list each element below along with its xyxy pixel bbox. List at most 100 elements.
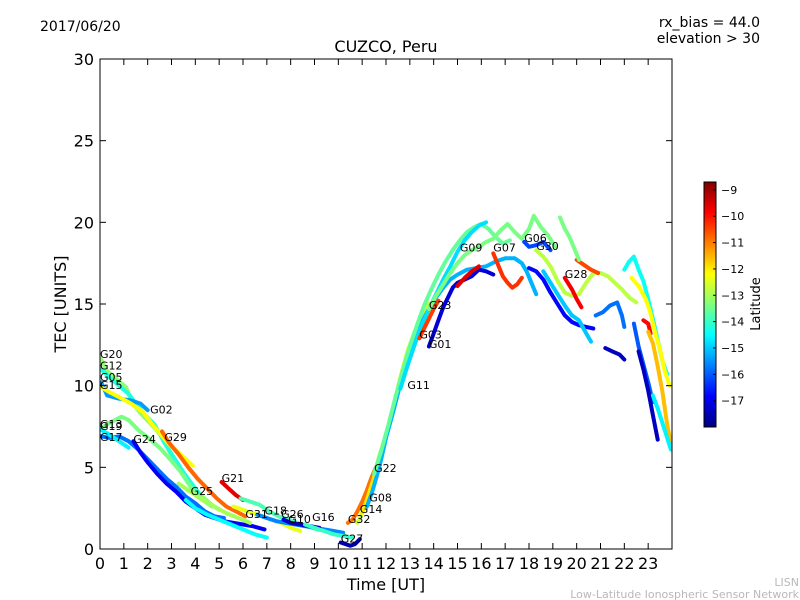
colorbar-ticks: −9 −10 −11 −12 −13 −14 −15 −16 −17 xyxy=(713,184,744,408)
satellite-label: G19 xyxy=(100,420,123,433)
satellite-label: G08 xyxy=(369,492,392,505)
satellite-label: G09 xyxy=(460,242,483,255)
x-tick-label: 11 xyxy=(352,554,372,573)
colorbar-tick-label: −15 xyxy=(721,342,744,355)
satellite-label: G11 xyxy=(407,379,430,392)
x-tick-label: 10 xyxy=(328,554,348,573)
x-tick-label: 12 xyxy=(376,554,396,573)
x-tick-label: 13 xyxy=(400,554,420,573)
satellite-track-26 xyxy=(426,213,558,311)
colorbar-tick-label: −16 xyxy=(721,368,744,381)
satellite-label: G29 xyxy=(164,431,187,444)
x-axis-label: Time [UT] xyxy=(346,575,425,594)
x-tick-label: 2 xyxy=(143,554,153,573)
footer-lisn: LISN xyxy=(774,576,799,589)
satellite-track-32 xyxy=(541,269,593,344)
x-tick-label: 1 xyxy=(119,554,129,573)
y-tick-label: 5 xyxy=(84,458,94,477)
satellite-label: G02 xyxy=(150,403,173,416)
satellite-label: G21 xyxy=(222,472,245,485)
y-axis: 0 5 10 15 20 25 30 xyxy=(74,50,672,559)
satellite-track-25 xyxy=(426,267,496,349)
satellite-label: G05 xyxy=(100,371,123,384)
x-tick-label: 20 xyxy=(566,554,586,573)
satellite-label: G07 xyxy=(493,242,516,255)
x-tick-label: 9 xyxy=(309,554,319,573)
satellite-label: G06 xyxy=(524,232,547,245)
satellite-track-29 xyxy=(522,239,553,253)
satellite-track-41 xyxy=(646,329,672,445)
colorbar-tick-label: −13 xyxy=(721,289,744,302)
x-tick-label: 7 xyxy=(262,554,272,573)
satellite-track-6 xyxy=(100,427,131,450)
series-layer xyxy=(100,213,672,548)
colorbar-tick-label: −9 xyxy=(721,184,737,197)
colorbar-label: Latitude xyxy=(749,277,764,331)
y-tick-label: 15 xyxy=(74,295,94,314)
x-tick-label: 6 xyxy=(238,554,248,573)
satellite-label: G27 xyxy=(341,533,364,546)
satellite-track-22 xyxy=(372,222,512,476)
colorbar-tick-label: −17 xyxy=(721,395,744,408)
x-tick-label: 18 xyxy=(519,554,539,573)
colorbar-gradient xyxy=(703,181,717,428)
y-tick-label: 20 xyxy=(74,213,94,232)
x-tick-label: 4 xyxy=(190,554,200,573)
satellite-label: G03 xyxy=(419,328,442,341)
x-tick-label: 0 xyxy=(95,554,105,573)
rx-bias-label: rx_bias = 44.0 xyxy=(659,15,760,31)
x-tick-label: 21 xyxy=(590,554,610,573)
satellite-label: G16 xyxy=(312,511,335,524)
satellite-track-8 xyxy=(160,429,248,519)
satellite-track-16 xyxy=(303,522,355,540)
x-tick-label: 3 xyxy=(166,554,176,573)
satellite-label: G24 xyxy=(133,433,156,446)
satellite-track-40 xyxy=(641,318,653,336)
satellite-label: G15 xyxy=(100,379,123,392)
satellite-track-28 xyxy=(491,251,524,290)
satellite-label: G23 xyxy=(429,299,452,312)
x-tick-label: 19 xyxy=(543,554,563,573)
colorbar-tick-label: −10 xyxy=(721,210,744,223)
x-axis: 0 1 2 3 4 5 6 7 8 9 10 11 12 13 14 15 16 17 18 19 20 21 22 23 xyxy=(95,59,658,573)
y-axis-label: TEC [UNITS] xyxy=(51,256,70,354)
satellite-track-4 xyxy=(100,414,214,509)
satellite-track-24 xyxy=(417,298,441,341)
satellite-track-33 xyxy=(562,275,584,310)
x-tick-label: 22 xyxy=(614,554,634,573)
x-tick-label: 15 xyxy=(447,554,467,573)
chart-title: CUZCO, Peru xyxy=(334,37,437,56)
satellite-track-10 xyxy=(183,498,269,540)
satellite-track-37 xyxy=(558,215,581,262)
satellite-label: G28 xyxy=(565,268,588,281)
satellite-track-34 xyxy=(574,257,601,275)
satellite-label: G26 xyxy=(281,508,304,521)
satellite-track-9 xyxy=(176,481,253,525)
colorbar-tick-label: −14 xyxy=(721,316,744,329)
satellite-label: G17 xyxy=(100,431,123,444)
x-tick-label: 5 xyxy=(214,554,224,573)
colorbar-tick-label: −12 xyxy=(721,263,744,276)
satellite-track-39 xyxy=(629,275,672,388)
satellite-track-27 xyxy=(455,264,481,288)
satellite-label: G18 xyxy=(265,505,288,518)
satellite-track-44 xyxy=(650,393,672,452)
satellite-label: G20 xyxy=(100,348,123,361)
satellite-label: G32 xyxy=(348,513,371,526)
satellite-label: G14 xyxy=(360,503,383,516)
satellite-label: G12 xyxy=(100,359,123,372)
x-tick-label: 16 xyxy=(471,554,491,573)
satellite-track-5 xyxy=(100,434,226,520)
satellite-track-17 xyxy=(338,537,362,548)
date-label: 2017/06/20 xyxy=(40,19,121,35)
y-tick-label: 30 xyxy=(74,50,94,69)
x-tick-label: 17 xyxy=(495,554,515,573)
satellite-label: G01 xyxy=(429,338,452,351)
elevation-label: elevation > 30 xyxy=(657,31,760,47)
satellite-label: G13 xyxy=(100,418,123,431)
colorbar-tick-label: −11 xyxy=(721,237,744,250)
y-tick-label: 0 xyxy=(84,540,94,559)
satellite-label: G31 xyxy=(245,508,268,521)
